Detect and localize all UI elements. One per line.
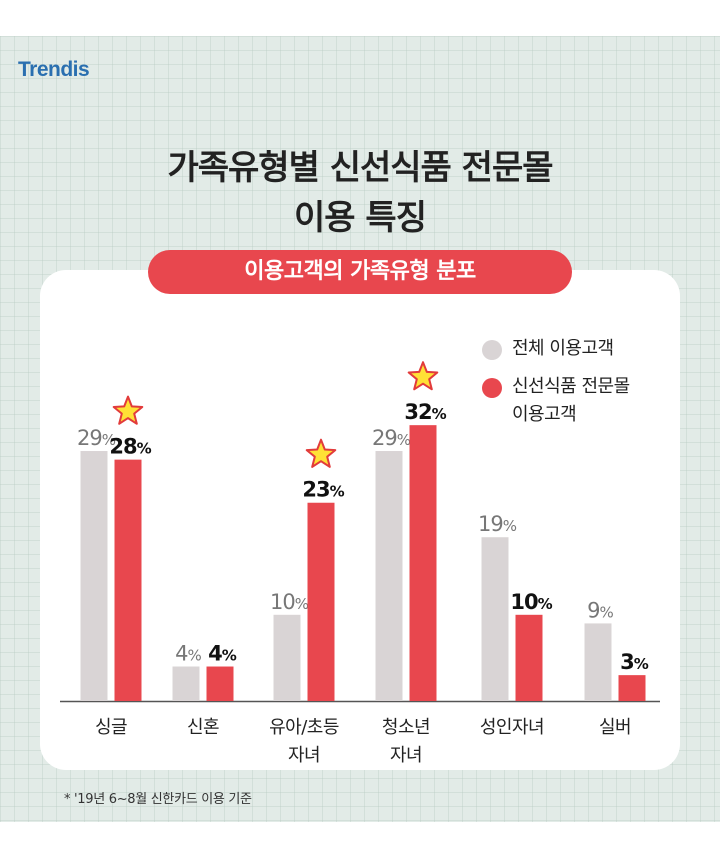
data-label: 23% xyxy=(302,478,344,502)
data-label: 19% xyxy=(478,512,517,536)
bar-fresh xyxy=(409,425,437,701)
chart-card xyxy=(40,270,680,770)
x-tick-label: 청소년 자녀 xyxy=(382,717,430,766)
legend-dot-fresh xyxy=(482,378,502,398)
star-icon xyxy=(305,438,337,468)
data-label: 4% xyxy=(175,642,201,666)
brand-logo: Trendis xyxy=(18,58,90,81)
data-label: 10% xyxy=(270,590,309,614)
star-icon xyxy=(407,361,439,391)
legend-label-fresh-line2: 이용고객 xyxy=(512,404,577,425)
page-title-line1: 가족유형별 신선식품 전문몰 xyxy=(167,148,553,188)
data-label: 29% xyxy=(372,426,411,450)
data-label: 28% xyxy=(109,435,151,459)
bar-total xyxy=(375,451,403,701)
bar-fresh xyxy=(307,502,335,701)
x-tick-label: 싱글 xyxy=(95,717,127,738)
legend-dot-total xyxy=(482,340,502,360)
data-label: 29% xyxy=(77,426,116,450)
data-label: 4% xyxy=(208,642,237,666)
data-label: 32% xyxy=(404,400,446,424)
bar-fresh xyxy=(206,666,234,701)
bar-total xyxy=(273,614,301,701)
x-tick-label: 유아/초등 자녀 xyxy=(269,717,339,766)
page-title-line2: 이용 특징 xyxy=(294,198,427,238)
bar-fresh xyxy=(515,614,543,701)
legend-label-total: 전체 이용고객 xyxy=(512,338,614,359)
legend-label-fresh-line1: 신선식품 전문몰 xyxy=(512,376,630,397)
bar-total xyxy=(172,666,200,701)
data-label: 3% xyxy=(620,650,649,674)
star-icon xyxy=(112,395,144,425)
bar-total xyxy=(481,537,509,701)
footnote: * '19년 6~8월 신한카드 이용 기준 xyxy=(64,792,252,807)
x-tick-label: 신혼 xyxy=(187,717,219,738)
bar-total xyxy=(80,451,108,701)
data-label: 9% xyxy=(587,598,613,622)
bar-total xyxy=(584,623,612,701)
bar-fresh xyxy=(114,459,142,701)
x-tick-label: 실버 xyxy=(599,717,631,738)
chart-header-pill: 이용고객의 가족유형 분포 xyxy=(148,250,572,294)
x-tick-label: 성인자녀 xyxy=(480,717,544,738)
bar-fresh xyxy=(618,675,646,701)
data-label: 10% xyxy=(510,590,552,614)
